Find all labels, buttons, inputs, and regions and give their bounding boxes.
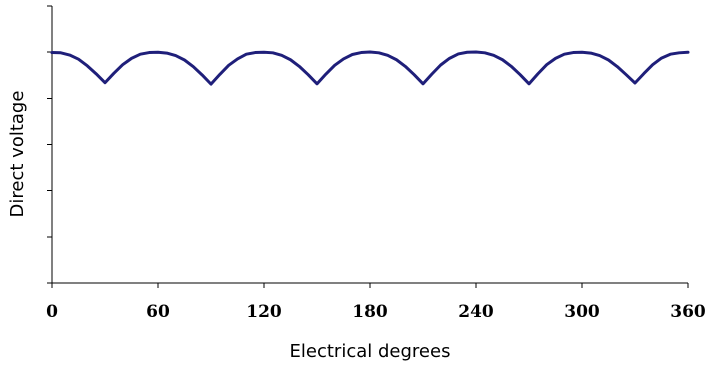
x-tick-label: 180	[352, 302, 388, 322]
x-tick-label: 60	[146, 302, 170, 322]
x-tick-label: 0	[46, 302, 58, 322]
axes	[47, 5, 689, 288]
x-axis-title: Electrical degrees	[290, 341, 451, 362]
x-tick-labels: 0 60 120 180 240 300 360	[46, 302, 706, 322]
x-tick-label: 120	[246, 302, 282, 322]
x-tick-label: 240	[458, 302, 494, 322]
series-layer	[50, 50, 690, 86]
x-tick-label: 300	[564, 302, 600, 322]
y-axis-title: Direct voltage	[7, 91, 28, 218]
series-line-0	[50, 50, 690, 86]
x-tick-label: 360	[670, 302, 706, 322]
